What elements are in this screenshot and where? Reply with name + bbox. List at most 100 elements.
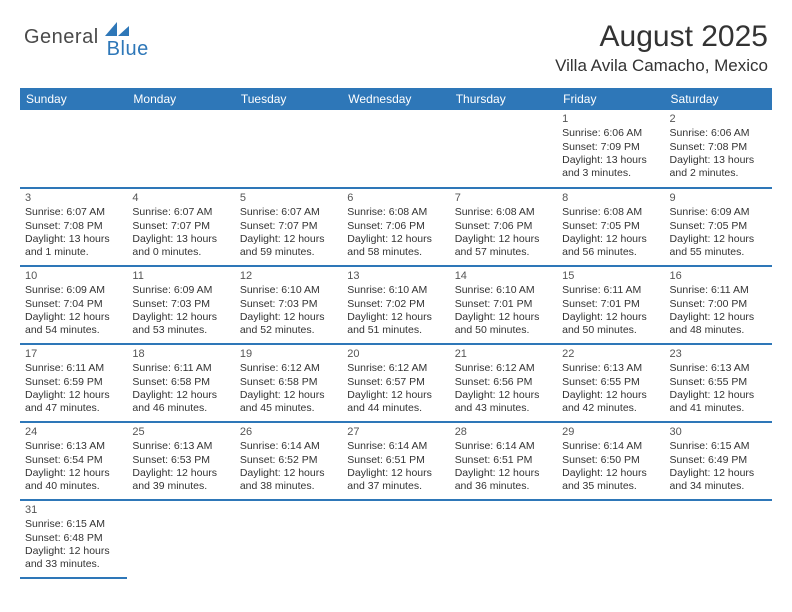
daylight-text: Daylight: 12 hours and 58 minutes.: [347, 233, 444, 260]
calendar-day-cell: [665, 500, 772, 578]
daylight-text: Daylight: 12 hours and 34 minutes.: [670, 467, 767, 494]
daylight-text: Daylight: 12 hours and 59 minutes.: [240, 233, 337, 260]
daylight-text: Daylight: 12 hours and 44 minutes.: [347, 389, 444, 416]
sunrise-text: Sunrise: 6:09 AM: [25, 284, 122, 297]
sunset-text: Sunset: 7:08 PM: [25, 220, 122, 233]
calendar-day-cell: 14Sunrise: 6:10 AMSunset: 7:01 PMDayligh…: [450, 266, 557, 344]
sunrise-text: Sunrise: 6:13 AM: [132, 440, 229, 453]
daylight-text: Daylight: 12 hours and 47 minutes.: [25, 389, 122, 416]
calendar-day-cell: [235, 500, 342, 578]
sunset-text: Sunset: 6:49 PM: [670, 454, 767, 467]
calendar-day-cell: 16Sunrise: 6:11 AMSunset: 7:00 PMDayligh…: [665, 266, 772, 344]
calendar-day-cell: 13Sunrise: 6:10 AMSunset: 7:02 PMDayligh…: [342, 266, 449, 344]
day-number: 2: [670, 112, 767, 126]
daylight-text: Daylight: 12 hours and 42 minutes.: [562, 389, 659, 416]
sunrise-text: Sunrise: 6:09 AM: [132, 284, 229, 297]
daylight-text: Daylight: 12 hours and 38 minutes.: [240, 467, 337, 494]
daylight-text: Daylight: 12 hours and 50 minutes.: [455, 311, 552, 338]
day-number: 29: [562, 425, 659, 439]
day-number: 30: [670, 425, 767, 439]
sunrise-text: Sunrise: 6:09 AM: [670, 206, 767, 219]
day-number: 25: [132, 425, 229, 439]
sunrise-text: Sunrise: 6:08 AM: [455, 206, 552, 219]
calendar-day-cell: [342, 500, 449, 578]
day-number: 23: [670, 347, 767, 361]
calendar-day-cell: [127, 110, 234, 188]
daylight-text: Daylight: 13 hours and 3 minutes.: [562, 154, 659, 181]
sunrise-text: Sunrise: 6:13 AM: [25, 440, 122, 453]
sunset-text: Sunset: 6:51 PM: [347, 454, 444, 467]
daylight-text: Daylight: 12 hours and 50 minutes.: [562, 311, 659, 338]
calendar-week-row: 10Sunrise: 6:09 AMSunset: 7:04 PMDayligh…: [20, 266, 772, 344]
day-number: 7: [455, 191, 552, 205]
calendar-day-cell: 24Sunrise: 6:13 AMSunset: 6:54 PMDayligh…: [20, 422, 127, 500]
daylight-text: Daylight: 12 hours and 57 minutes.: [455, 233, 552, 260]
day-number: 26: [240, 425, 337, 439]
daylight-text: Daylight: 12 hours and 52 minutes.: [240, 311, 337, 338]
weekday-header: Monday: [127, 88, 234, 110]
sunset-text: Sunset: 7:07 PM: [132, 220, 229, 233]
day-number: 16: [670, 269, 767, 283]
calendar-day-cell: 7Sunrise: 6:08 AMSunset: 7:06 PMDaylight…: [450, 188, 557, 266]
sunrise-text: Sunrise: 6:06 AM: [670, 127, 767, 140]
day-number: 4: [132, 191, 229, 205]
sunset-text: Sunset: 6:55 PM: [562, 376, 659, 389]
daylight-text: Daylight: 12 hours and 48 minutes.: [670, 311, 767, 338]
calendar-day-cell: 21Sunrise: 6:12 AMSunset: 6:56 PMDayligh…: [450, 344, 557, 422]
calendar-day-cell: 19Sunrise: 6:12 AMSunset: 6:58 PMDayligh…: [235, 344, 342, 422]
calendar-day-cell: 23Sunrise: 6:13 AMSunset: 6:55 PMDayligh…: [665, 344, 772, 422]
calendar-day-cell: 10Sunrise: 6:09 AMSunset: 7:04 PMDayligh…: [20, 266, 127, 344]
weekday-header: Tuesday: [235, 88, 342, 110]
daylight-text: Daylight: 13 hours and 2 minutes.: [670, 154, 767, 181]
sunset-text: Sunset: 6:59 PM: [25, 376, 122, 389]
sunrise-text: Sunrise: 6:15 AM: [670, 440, 767, 453]
day-number: 5: [240, 191, 337, 205]
sunset-text: Sunset: 6:53 PM: [132, 454, 229, 467]
calendar-day-cell: [450, 500, 557, 578]
sunset-text: Sunset: 6:58 PM: [240, 376, 337, 389]
sunrise-text: Sunrise: 6:13 AM: [670, 362, 767, 375]
day-number: 27: [347, 425, 444, 439]
calendar-day-cell: 22Sunrise: 6:13 AMSunset: 6:55 PMDayligh…: [557, 344, 664, 422]
calendar-day-cell: 15Sunrise: 6:11 AMSunset: 7:01 PMDayligh…: [557, 266, 664, 344]
calendar-day-cell: [557, 500, 664, 578]
calendar-day-cell: 28Sunrise: 6:14 AMSunset: 6:51 PMDayligh…: [450, 422, 557, 500]
sunrise-text: Sunrise: 6:11 AM: [670, 284, 767, 297]
calendar-day-cell: 12Sunrise: 6:10 AMSunset: 7:03 PMDayligh…: [235, 266, 342, 344]
daylight-text: Daylight: 12 hours and 45 minutes.: [240, 389, 337, 416]
sunset-text: Sunset: 6:50 PM: [562, 454, 659, 467]
calendar-day-cell: 29Sunrise: 6:14 AMSunset: 6:50 PMDayligh…: [557, 422, 664, 500]
calendar-week-row: 3Sunrise: 6:07 AMSunset: 7:08 PMDaylight…: [20, 188, 772, 266]
calendar-day-cell: 20Sunrise: 6:12 AMSunset: 6:57 PMDayligh…: [342, 344, 449, 422]
calendar-day-cell: [20, 110, 127, 188]
sunset-text: Sunset: 6:58 PM: [132, 376, 229, 389]
sunset-text: Sunset: 7:00 PM: [670, 298, 767, 311]
sunset-text: Sunset: 7:01 PM: [455, 298, 552, 311]
weekday-header: Thursday: [450, 88, 557, 110]
sunrise-text: Sunrise: 6:10 AM: [455, 284, 552, 297]
calendar-day-cell: 31Sunrise: 6:15 AMSunset: 6:48 PMDayligh…: [20, 500, 127, 578]
daylight-text: Daylight: 12 hours and 37 minutes.: [347, 467, 444, 494]
sunrise-text: Sunrise: 6:13 AM: [562, 362, 659, 375]
logo-text-general: General: [24, 26, 99, 49]
calendar-day-cell: 6Sunrise: 6:08 AMSunset: 7:06 PMDaylight…: [342, 188, 449, 266]
sunrise-text: Sunrise: 6:12 AM: [240, 362, 337, 375]
sunset-text: Sunset: 7:02 PM: [347, 298, 444, 311]
sunset-text: Sunset: 7:05 PM: [670, 220, 767, 233]
day-number: 9: [670, 191, 767, 205]
calendar-day-cell: 5Sunrise: 6:07 AMSunset: 7:07 PMDaylight…: [235, 188, 342, 266]
location: Villa Avila Camacho, Mexico: [555, 56, 768, 76]
calendar-day-cell: 27Sunrise: 6:14 AMSunset: 6:51 PMDayligh…: [342, 422, 449, 500]
day-number: 12: [240, 269, 337, 283]
sunset-text: Sunset: 6:48 PM: [25, 532, 122, 545]
calendar-day-cell: 18Sunrise: 6:11 AMSunset: 6:58 PMDayligh…: [127, 344, 234, 422]
sunrise-text: Sunrise: 6:11 AM: [562, 284, 659, 297]
sunrise-text: Sunrise: 6:14 AM: [562, 440, 659, 453]
sunset-text: Sunset: 7:03 PM: [240, 298, 337, 311]
sunset-text: Sunset: 7:05 PM: [562, 220, 659, 233]
weekday-header: Wednesday: [342, 88, 449, 110]
sunrise-text: Sunrise: 6:11 AM: [25, 362, 122, 375]
sunset-text: Sunset: 7:07 PM: [240, 220, 337, 233]
sunrise-text: Sunrise: 6:11 AM: [132, 362, 229, 375]
daylight-text: Daylight: 12 hours and 39 minutes.: [132, 467, 229, 494]
